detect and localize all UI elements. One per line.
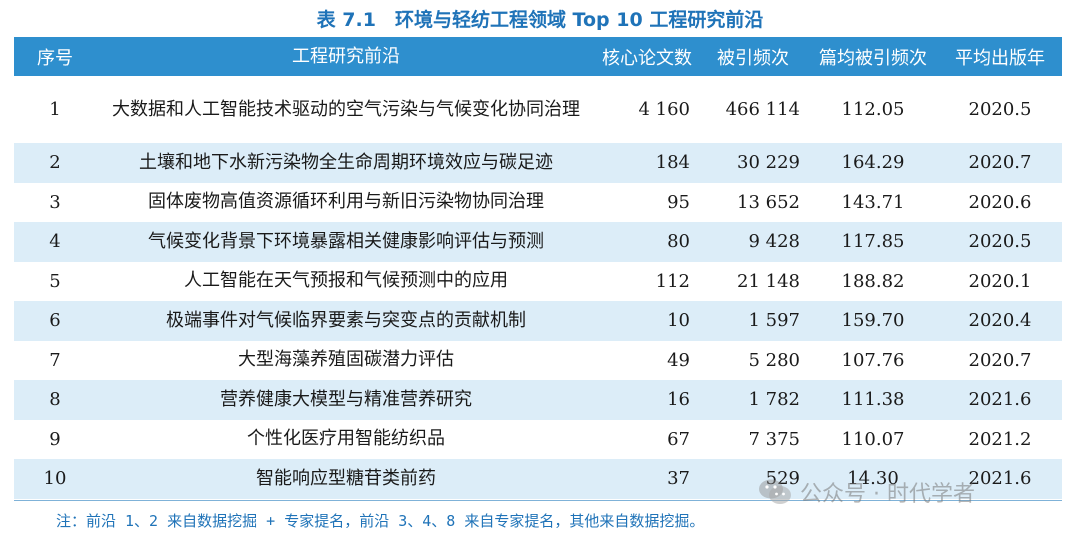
table-row: 6 极端事件对气候临界要素与突变点的贡献机制 10 1 597 159.70 2…	[14, 301, 1062, 341]
cell-papers: 112	[655, 270, 690, 292]
cell-no: 4	[49, 231, 61, 253]
table-row: 2 土壤和地下水新污染物全生命周期环境效应与碳足迹 184 30 229 164…	[14, 143, 1062, 183]
cell-avg-citations: 110.07	[841, 428, 905, 450]
cell-no: 2	[49, 152, 61, 174]
cell-avg-citations: 117.85	[841, 231, 905, 253]
cell-year: 2020.7	[968, 152, 1032, 174]
cell-papers: 10	[667, 310, 690, 332]
cell-no: 7	[49, 349, 61, 371]
cell-no: 8	[49, 389, 61, 411]
cell-papers: 49	[667, 349, 690, 371]
cell-year: 2020.1	[968, 270, 1032, 292]
cell-year: 2020.5	[968, 99, 1032, 120]
cell-topic: 气候变化背景下环境暴露相关健康影响评估与预测	[148, 230, 544, 252]
cell-citations: 21 148	[737, 270, 800, 292]
cell-papers: 184	[655, 152, 690, 174]
cell-papers: 16	[667, 389, 690, 411]
cell-avg-citations: 143.71	[841, 191, 905, 213]
cell-avg-citations: 112.05	[841, 99, 905, 120]
cell-topic: 固体废物高值资源循环利用与新旧污染物协同治理	[148, 191, 544, 213]
cell-citations: 529	[765, 468, 800, 490]
cell-no: 1	[49, 99, 61, 120]
table-row: 8 营养健康大模型与精准营养研究 16 1 782 111.38 2021.6	[14, 380, 1062, 420]
table-bottom-rule	[14, 500, 1062, 501]
frontiers-table: 序号 工程研究前沿 核心论文数 被引频次 篇均被引频次 平均出版年 1 大数据和…	[14, 37, 1062, 499]
cell-papers: 4 160	[638, 99, 690, 120]
cell-no: 3	[49, 191, 61, 213]
cell-papers: 37	[667, 468, 690, 490]
cell-no: 5	[49, 270, 61, 292]
cell-topic: 营养健康大模型与精准营养研究	[220, 388, 472, 410]
cell-avg-citations: 164.29	[841, 152, 905, 174]
col-header-avg-citations: 篇均被引频次	[819, 47, 927, 69]
cell-avg-citations: 14.30	[847, 468, 899, 490]
cell-year: 2020.7	[968, 349, 1032, 371]
table-row: 10 智能响应型糖苷类前药 37 529 14.30 2021.6	[14, 459, 1062, 499]
cell-papers: 95	[667, 191, 690, 213]
cell-year: 2021.6	[968, 389, 1032, 411]
col-header-papers: 核心论文数	[602, 47, 692, 69]
table-row: 1 大数据和人工智能技术驱动的空气污染与气候变化协同治理 4 160 466 1…	[14, 76, 1062, 143]
wechat-icon	[759, 479, 791, 504]
watermark-text: 公众号 · 时代学者	[800, 482, 975, 507]
cell-papers: 80	[667, 231, 690, 253]
cell-topic: 土壤和地下水新污染物全生命周期环境效应与碳足迹	[139, 151, 553, 173]
table-row: 9 个性化医疗用智能纺织品 67 7 375 110.07 2021.2	[14, 420, 1062, 460]
cell-citations: 1 782	[748, 389, 800, 411]
table-row: 3 固体废物高值资源循环利用与新旧污染物协同治理 95 13 652 143.7…	[14, 183, 1062, 223]
cell-citations: 13 652	[737, 191, 800, 213]
cell-citations: 5 280	[748, 349, 800, 371]
cell-topic: 大型海藻养殖固碳潜力评估	[238, 349, 454, 371]
cell-year: 2020.4	[968, 310, 1032, 332]
table-caption: 表 7.1 环境与轻纺工程领域 Top 10 工程研究前沿	[316, 9, 764, 31]
col-header-topic: 工程研究前沿	[292, 45, 400, 67]
cell-year: 2021.6	[968, 468, 1032, 490]
cell-no: 10	[43, 468, 67, 490]
table-row: 4 气候变化背景下环境暴露相关健康影响评估与预测 80 9 428 117.85…	[14, 222, 1062, 262]
cell-avg-citations: 159.70	[841, 310, 905, 332]
cell-topic: 智能响应型糖苷类前药	[256, 467, 436, 489]
cell-citations: 30 229	[737, 152, 800, 174]
cell-year: 2020.6	[968, 191, 1032, 213]
cell-no: 6	[49, 310, 61, 332]
cell-citations: 9 428	[748, 231, 800, 253]
table-note: 注：前沿 1、2 来自数据挖掘 + 专家提名，前沿 3、4、8 来自专家提名，其…	[56, 512, 705, 530]
col-header-year: 平均出版年	[955, 47, 1045, 69]
cell-topic: 极端事件对气候临界要素与突变点的贡献机制	[166, 309, 526, 331]
cell-no: 9	[49, 428, 61, 450]
cell-avg-citations: 107.76	[841, 349, 905, 371]
cell-avg-citations: 111.38	[841, 389, 905, 411]
cell-topic-text: 大数据和人工智能技术驱动的空气污染与气候变化协同治理	[112, 98, 580, 120]
col-header-no: 序号	[37, 47, 73, 69]
cell-topic: 个性化医疗用智能纺织品	[247, 428, 445, 450]
cell-topic: 人工智能在天气预报和气候预测中的应用	[184, 270, 508, 292]
cell-year: 2020.5	[968, 231, 1032, 253]
table-header: 序号 工程研究前沿 核心论文数 被引频次 篇均被引频次 平均出版年	[14, 37, 1062, 76]
table-row: 7 大型海藻养殖固碳潜力评估 49 5 280 107.76 2020.7	[14, 341, 1062, 381]
watermark: 公众号 · 时代学者	[758, 474, 975, 510]
cell-citations: 1 597	[748, 310, 800, 332]
cell-year: 2021.2	[968, 428, 1032, 450]
cell-topic: 大数据和人工智能技术驱动的空气污染与气候变化协同治理	[96, 96, 596, 124]
col-header-citations: 被引频次	[717, 47, 789, 69]
cell-citations: 466 114	[725, 99, 800, 120]
cell-citations: 7 375	[748, 428, 800, 450]
table-row: 5 人工智能在天气预报和气候预测中的应用 112 21 148 188.82 2…	[14, 262, 1062, 302]
cell-avg-citations: 188.82	[841, 270, 905, 292]
cell-papers: 67	[667, 428, 690, 450]
